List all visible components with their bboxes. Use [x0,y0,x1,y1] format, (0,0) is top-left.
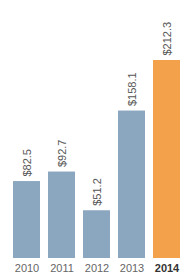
svg-text:$82.5: $82.5 [21,149,33,177]
svg-text:$51.2: $51.2 [91,178,103,206]
svg-text:$212.3: $212.3 [161,22,173,56]
svg-text:2012: 2012 [85,262,109,274]
svg-text:2014: 2014 [155,262,180,274]
svg-text:$158.1: $158.1 [126,72,138,106]
svg-text:2010: 2010 [15,262,39,274]
svg-text:$92.7: $92.7 [56,140,68,168]
svg-text:2013: 2013 [120,262,144,274]
svg-text:2011: 2011 [50,262,74,274]
